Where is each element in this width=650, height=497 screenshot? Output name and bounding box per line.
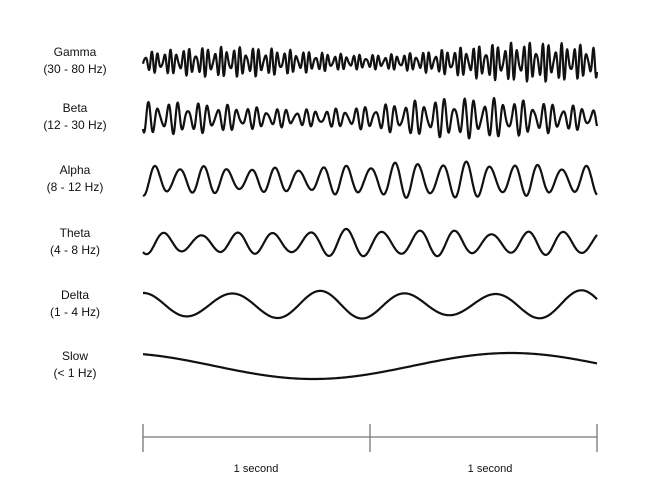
waves: [141, 41, 599, 381]
band-name: Alpha: [60, 163, 91, 177]
band-range: (< 1 Hz): [53, 366, 96, 380]
band-name: Beta: [63, 101, 88, 115]
band-range: (8 - 12 Hz): [47, 180, 104, 194]
band-name: Gamma: [54, 45, 97, 59]
wave: [142, 160, 598, 199]
band-labels: Gamma (30 - 80 Hz) Beta (12 - 30 Hz) Alpha (8…: [43, 45, 106, 380]
band-range: (12 - 30 Hz): [43, 118, 106, 132]
wave: [142, 289, 598, 320]
wave: [141, 41, 599, 83]
scale-label: 1 second: [234, 463, 279, 475]
scale-label: 1 second: [468, 463, 513, 475]
scale-bar: 1 second 1 second: [142, 424, 598, 475]
band-range: (30 - 80 Hz): [43, 62, 106, 76]
band-range: (4 - 8 Hz): [50, 243, 100, 257]
wave: [141, 96, 599, 140]
band-name: Theta: [60, 226, 91, 240]
band-name: Slow: [62, 349, 88, 363]
wave: [142, 351, 598, 381]
wave: [142, 227, 598, 258]
band-name: Delta: [61, 288, 89, 302]
band-range: (1 - 4 Hz): [50, 305, 100, 319]
